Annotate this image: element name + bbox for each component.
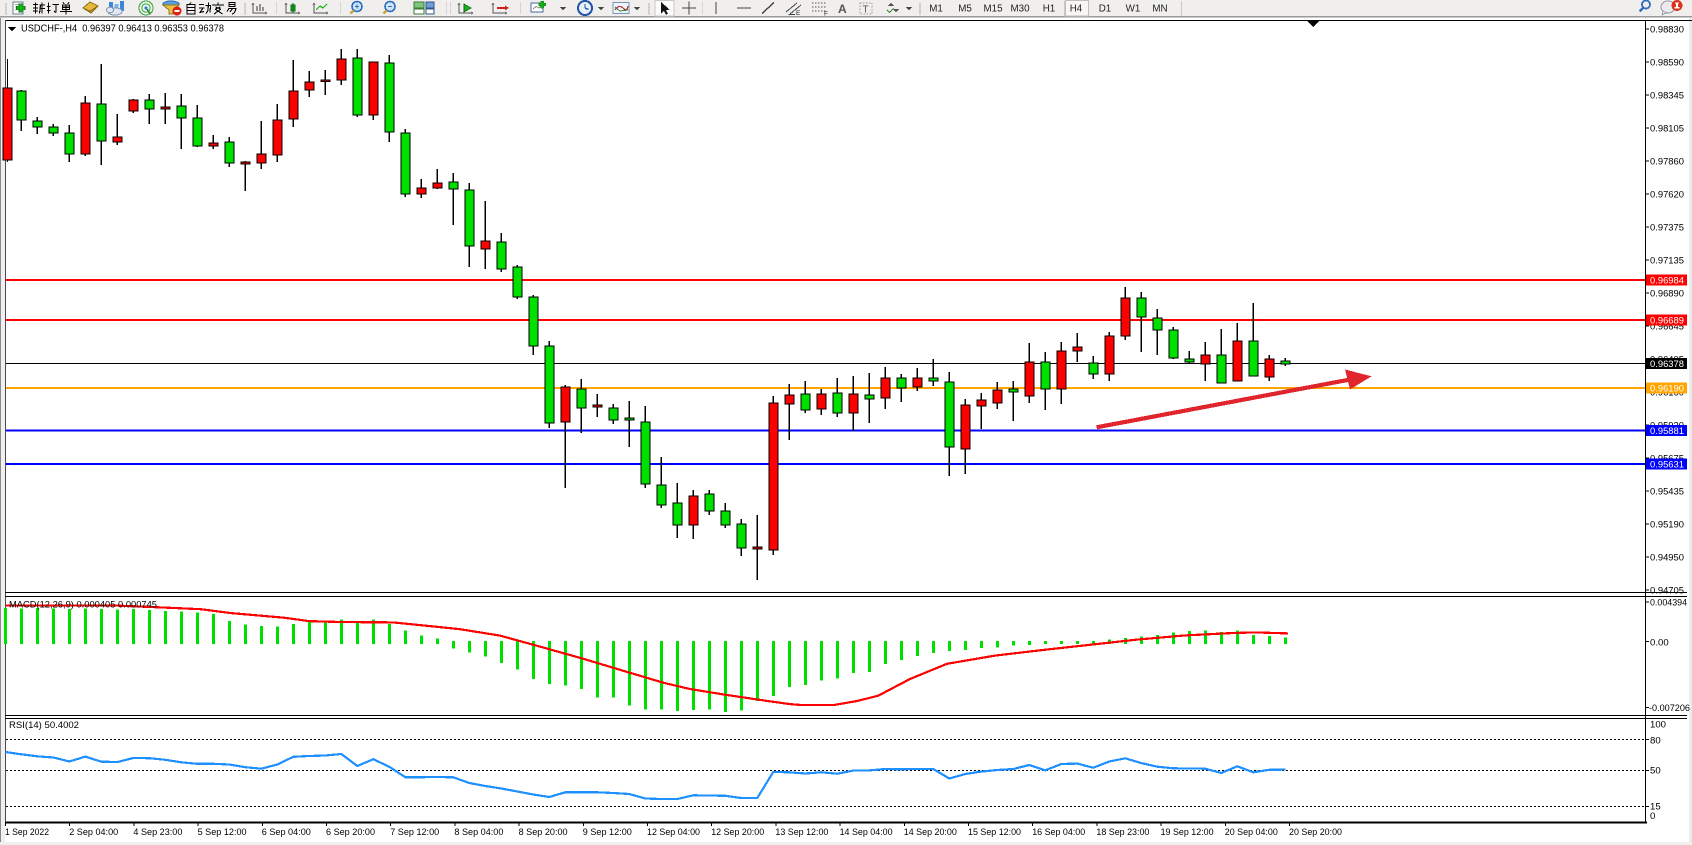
svg-text:0.96689: 0.96689 [1650,316,1684,327]
svg-text:H1: H1 [1043,4,1056,15]
svg-text:0.96890: 0.96890 [1650,288,1684,299]
svg-text:8 Sep 04:00: 8 Sep 04:00 [454,827,503,838]
svg-text:0.96190: 0.96190 [1650,384,1684,395]
svg-text:15: 15 [1650,802,1661,813]
svg-text:W1: W1 [1126,4,1141,15]
svg-text:0.98105: 0.98105 [1650,123,1684,134]
svg-text:4 Sep 23:00: 4 Sep 23:00 [133,827,182,838]
svg-text:A: A [838,2,847,16]
svg-text:0.97135: 0.97135 [1650,255,1684,266]
svg-text:M1: M1 [929,4,943,15]
svg-text:0.96378: 0.96378 [1650,359,1684,370]
svg-text:12 Sep 20:00: 12 Sep 20:00 [711,827,764,838]
svg-text:19 Sep 12:00: 19 Sep 12:00 [1161,827,1214,838]
svg-text:0: 0 [1650,811,1655,822]
svg-text:5 Sep 12:00: 5 Sep 12:00 [198,827,247,838]
svg-text:1 Sep 2022: 1 Sep 2022 [5,827,49,838]
svg-text:20 Sep 04:00: 20 Sep 04:00 [1225,827,1278,838]
svg-text:6 Sep 20:00: 6 Sep 20:00 [326,827,375,838]
svg-text:H4: H4 [1070,4,1083,15]
svg-text:80: 80 [1650,735,1661,746]
svg-text:0.97620: 0.97620 [1650,189,1684,200]
svg-text:2 Sep 04:00: 2 Sep 04:00 [69,827,118,838]
svg-text:0.96984: 0.96984 [1650,276,1685,287]
svg-text:0.94705: 0.94705 [1650,585,1684,596]
svg-text:0.96645: 0.96645 [1650,321,1684,332]
svg-text:M5: M5 [958,4,972,15]
svg-text:0.00: 0.00 [1650,637,1669,648]
svg-text:100: 100 [1650,719,1666,730]
svg-text:15 Sep 12:00: 15 Sep 12:00 [968,827,1021,838]
svg-text:0.95435: 0.95435 [1650,486,1684,497]
svg-text:D1: D1 [1099,4,1112,15]
svg-text:18 Sep 23:00: 18 Sep 23:00 [1096,827,1149,838]
svg-text:0.95190: 0.95190 [1650,519,1684,530]
svg-text:6 Sep 04:00: 6 Sep 04:00 [262,827,311,838]
svg-text:0.98590: 0.98590 [1650,57,1684,68]
svg-text:0.95881: 0.95881 [1650,426,1684,437]
svg-text:13 Sep 12:00: 13 Sep 12:00 [775,827,828,838]
svg-text:8 Sep 20:00: 8 Sep 20:00 [519,827,568,838]
svg-text:0.004394: 0.004394 [1650,597,1688,608]
svg-text:0.98830: 0.98830 [1650,24,1684,35]
svg-text:RSI(14) 50.4002: RSI(14) 50.4002 [9,720,79,731]
svg-text:0.97860: 0.97860 [1650,156,1684,167]
svg-text:0.98345: 0.98345 [1650,90,1684,101]
svg-text:16 Sep 04:00: 16 Sep 04:00 [1032,827,1085,838]
svg-text:-0.007206: -0.007206 [1649,703,1690,714]
svg-text:20 Sep 20:00: 20 Sep 20:00 [1289,827,1342,838]
svg-text:T: T [863,5,869,16]
svg-text:14 Sep 04:00: 14 Sep 04:00 [840,827,893,838]
svg-text:12 Sep 04:00: 12 Sep 04:00 [647,827,700,838]
svg-text:MACD(12,26,9) 0.000405 0.00074: MACD(12,26,9) 0.000405 0.000745 [9,600,157,611]
svg-text:0.94950: 0.94950 [1650,552,1684,563]
svg-text:0.95631: 0.95631 [1650,460,1684,471]
svg-text:50: 50 [1650,766,1661,777]
svg-text:14 Sep 20:00: 14 Sep 20:00 [904,827,957,838]
svg-text:M30: M30 [1010,4,1030,15]
svg-text:F: F [824,11,828,18]
svg-text:MN: MN [1152,4,1167,15]
svg-text:M15: M15 [983,4,1003,15]
svg-text:9 Sep 12:00: 9 Sep 12:00 [583,827,632,838]
svg-text:0.97375: 0.97375 [1650,222,1684,233]
svg-text:USDCHF-,H4 0.96397 0.96413 0.: USDCHF-,H4 0.96397 0.96413 0.96353 0.963… [21,24,224,35]
svg-text:E: E [796,10,801,17]
svg-text:7 Sep 12:00: 7 Sep 12:00 [390,827,439,838]
